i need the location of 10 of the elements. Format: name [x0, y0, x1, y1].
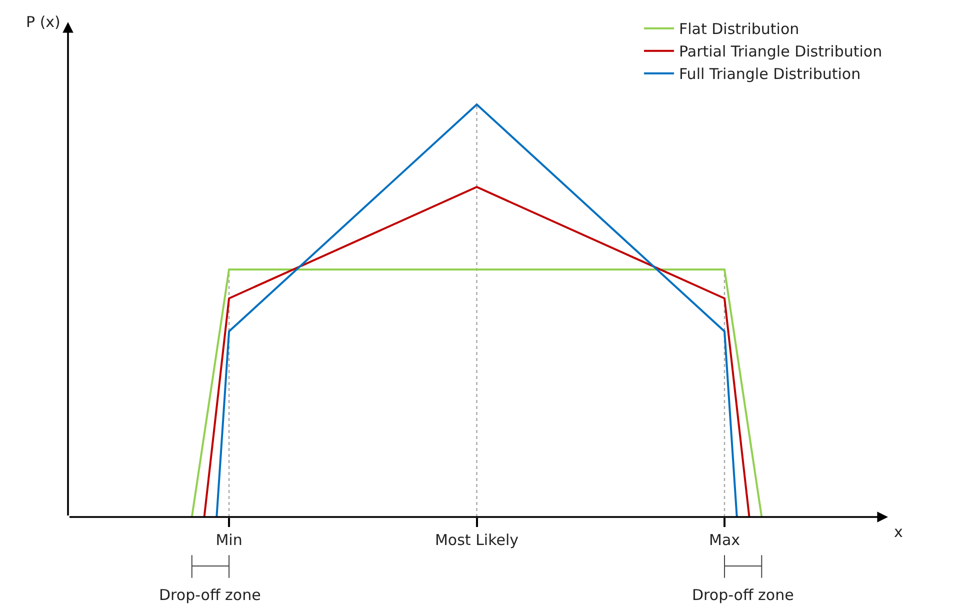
- legend-label: Full Triangle Distribution: [679, 65, 861, 84]
- x-tick-label: Max: [708, 531, 740, 549]
- text: x: [894, 523, 903, 541]
- text: Drop-off zone: [692, 586, 794, 604]
- x-tick-label: Min: [216, 531, 242, 549]
- x-tick-label: Most Likely: [434, 531, 519, 549]
- text: P (x): [26, 13, 60, 31]
- legend-label: Partial Triangle Distribution: [679, 42, 882, 61]
- text: Drop-off zone: [159, 586, 261, 604]
- legend-label: Flat Distribution: [679, 20, 800, 38]
